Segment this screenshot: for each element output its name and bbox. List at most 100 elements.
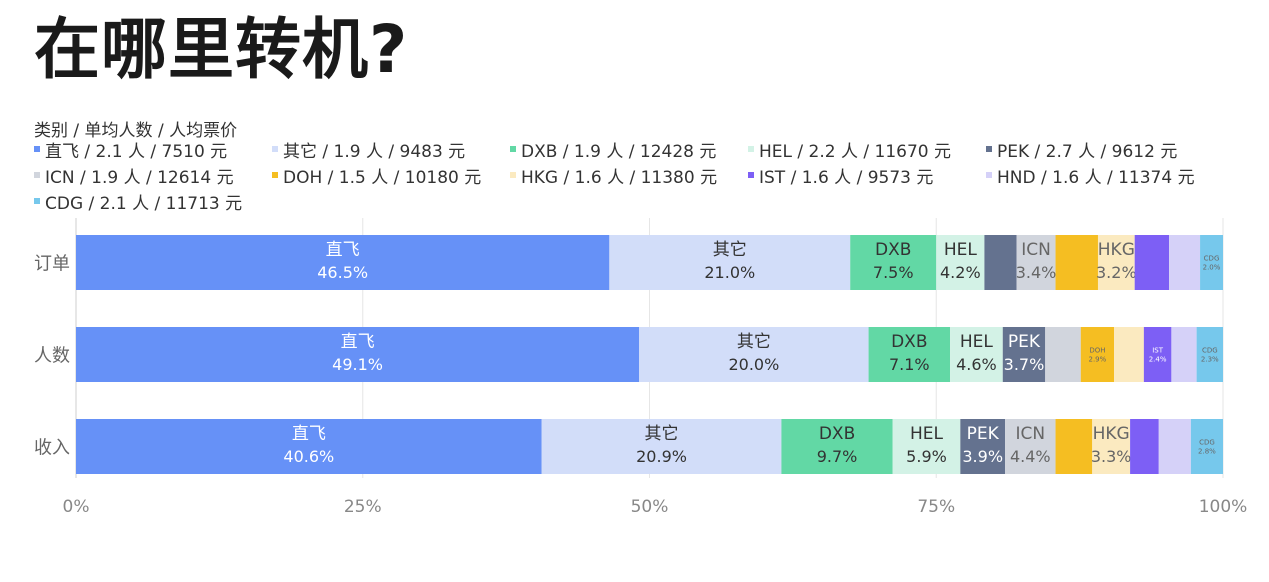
x-tick-label: 75% [917,497,955,517]
segment-value: 3.7% [1004,355,1045,374]
bar-DOH[interactable] [1055,419,1093,474]
legend-item-3[interactable]: HEL / 2.2 人 / 11670 元 [748,136,986,162]
bar-HKG[interactable] [1097,235,1135,290]
legend-label: HKG / 1.6 人 / 11380 元 [521,167,718,188]
bar-DXB[interactable] [868,327,951,382]
legend-item-1[interactable]: 其它 / 1.9 人 / 9483 元 [272,136,510,162]
bar-IST[interactable] [1143,327,1172,382]
bar-HEL[interactable] [936,235,985,290]
bar-PEK[interactable] [960,419,1006,474]
legend-item-10[interactable]: CDG / 2.1 人 / 11713 元 [34,188,272,214]
bar-IST[interactable] [1130,419,1159,474]
bar-直飞[interactable] [76,235,610,290]
legend-item-9[interactable]: HND / 1.6 人 / 11374 元 [986,162,1224,188]
bar-HEL[interactable] [950,327,1003,382]
legend-swatch [986,172,992,178]
bar-CDG[interactable] [1196,327,1223,382]
segment-name: ICN [1015,424,1045,444]
segment-value: 4.6% [956,355,997,374]
segment-value: 4.2% [940,263,981,282]
bar-DOH[interactable] [1080,327,1115,382]
bar-HKG[interactable] [1114,327,1144,382]
bar-HND[interactable] [1158,419,1191,474]
legend-swatch [510,146,516,152]
legend-swatch [510,172,516,178]
legend: 直飞 / 2.1 人 / 7510 元 其它 / 1.9 人 / 9483 元 DX… [34,136,1254,214]
legend-label: 其它 / 1.9 人 / 9483 元 [283,141,466,162]
segment-value: 20.0% [728,355,779,374]
bar-PEK[interactable] [1002,327,1046,382]
legend-label: HEL / 2.2 人 / 11670 元 [759,141,951,162]
legend-swatch [34,172,40,178]
segment-value: 7.1% [889,355,930,374]
category-label: 人数 [34,346,70,367]
bar-HND[interactable] [1171,327,1197,382]
segment-value: 40.6% [283,447,334,466]
segment-value: 5.9% [906,447,947,466]
bar-DXB[interactable] [850,235,937,290]
bar-CDG[interactable] [1190,419,1223,474]
legend-swatch [34,198,40,204]
bar-CDG[interactable] [1200,235,1223,290]
bar-IST[interactable] [1134,235,1170,290]
bar-DOH[interactable] [1055,235,1098,290]
stacked-bar-chart: 订单直飞46.5%其它21.0%DXB7.5%HEL4.2%ICN3.4%HKG… [34,218,1248,517]
chart-title: 在哪里转机? [34,11,409,88]
legend-swatch [34,146,40,152]
x-tick-label: 50% [631,497,669,517]
legend-swatch [272,146,278,152]
segment-name: CDG [1199,439,1215,447]
segment-name: HEL [910,424,944,444]
legend-item-5[interactable]: ICN / 1.9 人 / 12614 元 [34,162,272,188]
bar-直飞[interactable] [76,419,542,474]
segment-name: 直飞 [326,240,360,260]
legend-label: PEK / 2.7 人 / 9612 元 [997,141,1178,162]
segment-value: 2.8% [1198,448,1216,456]
bar-HND[interactable] [1169,235,1201,290]
segment-name: HEL [944,240,978,260]
segment-value: 21.0% [704,263,755,282]
legend-label: DOH / 1.5 人 / 10180 元 [283,167,482,188]
segment-name: 直飞 [292,424,326,444]
bar-其它[interactable] [639,327,869,382]
legend-header: 类别 / 单均人数 / 人均票价 [34,121,238,141]
legend-label: CDG / 2.1 人 / 11713 元 [45,193,243,214]
segment-name: ICN [1021,240,1051,260]
segment-name: DOH [1089,347,1105,355]
legend-item-6[interactable]: DOH / 1.5 人 / 10180 元 [272,162,510,188]
legend-swatch [986,146,992,152]
legend-item-8[interactable]: IST / 1.6 人 / 9573 元 [748,162,986,188]
legend-label: DXB / 1.9 人 / 12428 元 [521,141,717,162]
segment-name: 直飞 [341,332,375,352]
bar-HKG[interactable] [1092,419,1131,474]
segment-value: 49.1% [332,355,383,374]
legend-item-2[interactable]: DXB / 1.9 人 / 12428 元 [510,136,748,162]
bar-ICN[interactable] [1016,235,1056,290]
x-tick-label: 25% [344,497,382,517]
legend-item-0[interactable]: 直飞 / 2.1 人 / 7510 元 [34,136,272,162]
x-tick-label: 0% [63,497,90,517]
segment-name: PEK [967,424,1000,444]
bar-其它[interactable] [609,235,851,290]
bar-HEL[interactable] [892,419,961,474]
segment-name: HKG [1098,240,1135,260]
bar-PEK[interactable] [984,235,1017,290]
legend-item-4[interactable]: PEK / 2.7 人 / 9612 元 [986,136,1224,162]
segment-value: 2.0% [1203,264,1221,272]
bar-DXB[interactable] [781,419,893,474]
segment-name: HKG [1093,424,1130,444]
segment-value: 3.2% [1096,263,1137,282]
x-tick-label: 100% [1199,497,1248,517]
segment-value: 7.5% [873,263,914,282]
segment-name: DXB [891,332,927,352]
legend-item-7[interactable]: HKG / 1.6 人 / 11380 元 [510,162,748,188]
bar-ICN[interactable] [1045,327,1081,382]
bar-其它[interactable] [541,419,782,474]
legend-swatch [748,146,754,152]
bar-直飞[interactable] [76,327,640,382]
segment-name: 其它 [737,332,771,352]
segment-value: 2.3% [1201,356,1219,364]
bar-ICN[interactable] [1005,419,1056,474]
segment-name: HEL [960,332,994,352]
legend-label: ICN / 1.9 人 / 12614 元 [45,167,234,188]
